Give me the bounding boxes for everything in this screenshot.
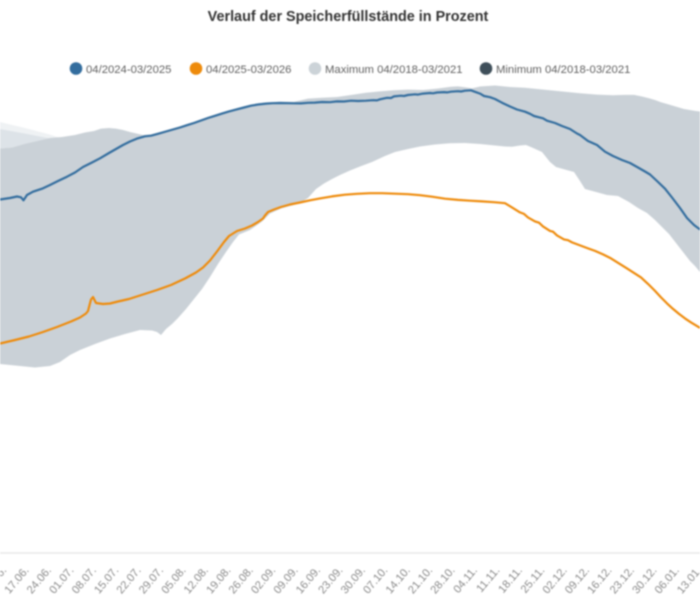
svg-text:Verlauf der Speicherfüllstände: Verlauf der Speicherfüllstände in Prozen… xyxy=(208,9,489,25)
svg-text:04/2024-03/2025: 04/2024-03/2025 xyxy=(86,64,171,76)
svg-text:Maximum 04/2018-03/2021: Maximum 04/2018-03/2021 xyxy=(325,64,463,76)
svg-text:Minimum 04/2018-03/2021: Minimum 04/2018-03/2021 xyxy=(496,64,630,76)
svg-text:04/2025-03/2026: 04/2025-03/2026 xyxy=(206,64,291,76)
